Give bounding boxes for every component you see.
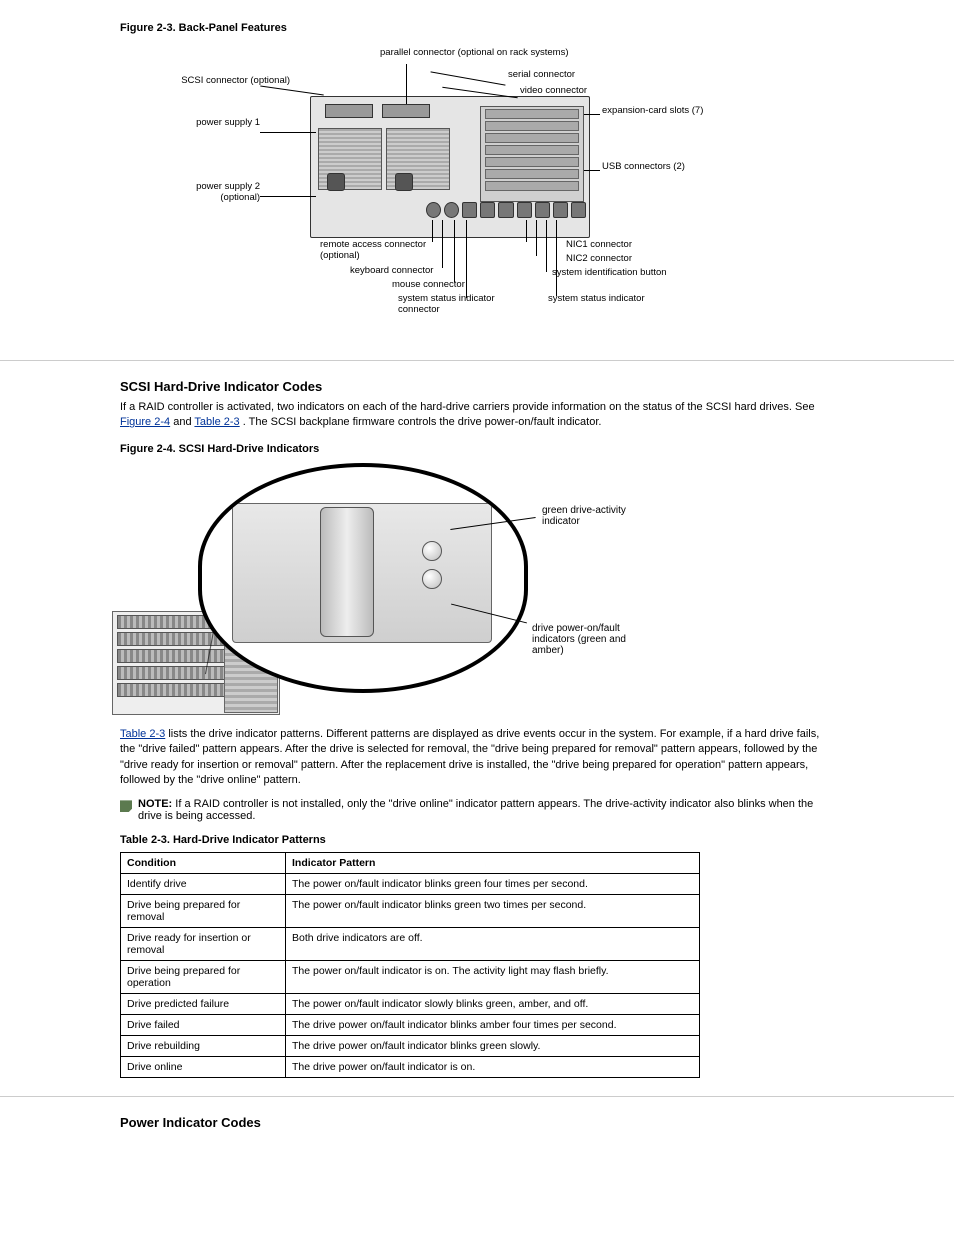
table-title: Table 2-3. Hard-Drive Indicator Patterns xyxy=(120,834,834,846)
label-video: video connector xyxy=(520,86,587,97)
fig1-caption: Figure 2-3. Back-Panel Features xyxy=(120,22,834,34)
label-nic1: NIC1 connector xyxy=(566,240,632,251)
label-ps2: power supply 2 (optional) xyxy=(160,182,260,204)
power-section-title: Power Indicator Codes xyxy=(120,1115,834,1130)
hd-paragraph: If a RAID controller is activated, two i… xyxy=(120,400,834,431)
carrier-handle xyxy=(320,507,374,637)
post-fig-paragraph: Table 2-3 lists the drive indicator patt… xyxy=(120,727,834,789)
post-fig-text: lists the drive indicator patterns. Diff… xyxy=(120,728,819,786)
table-row: Drive onlineThe drive power on/fault ind… xyxy=(121,1057,700,1078)
label-sysconn: system status indicator connector xyxy=(398,294,498,316)
link-table-2-3-a[interactable]: Table 2-3 xyxy=(194,416,239,428)
label-usb: USB connectors (2) xyxy=(602,162,685,173)
th-condition: Condition xyxy=(121,853,286,874)
label-parallel: parallel connector (optional on rack sys… xyxy=(380,48,569,59)
cell-pattern: The power on/fault indicator blinks gree… xyxy=(286,874,700,895)
cell-condition: Drive ready for insertion or removal xyxy=(121,928,286,961)
hd-para-before: If a RAID controller is activated, two i… xyxy=(120,401,815,413)
label-serial: serial connector xyxy=(508,70,575,81)
table-row: Drive failedThe drive power on/fault ind… xyxy=(121,1015,700,1036)
psu-2 xyxy=(386,128,450,190)
cell-condition: Drive failed xyxy=(121,1015,286,1036)
label-idbtn: system identification button xyxy=(552,268,682,279)
label-nic2: NIC2 connector xyxy=(566,254,632,265)
divider-2 xyxy=(0,1096,954,1097)
cell-condition: Drive predicted failure xyxy=(121,994,286,1015)
label-green-led: green drive-activity indicator xyxy=(542,505,642,527)
hd-para-after: . The SCSI backplane firmware controls t… xyxy=(243,416,602,428)
cell-pattern: The power on/fault indicator slowly blin… xyxy=(286,994,700,1015)
zoom-bubble xyxy=(198,463,528,693)
cell-condition: Drive online xyxy=(121,1057,286,1078)
label-remote: remote access connector (optional) xyxy=(320,240,430,262)
divider xyxy=(0,360,954,361)
table-row: Drive being prepared for removalThe powe… xyxy=(121,895,700,928)
cell-pattern: The drive power on/fault indicator is on… xyxy=(286,1057,700,1078)
label-expansion: expansion-card slots (7) xyxy=(602,106,703,117)
hd-section-title: SCSI Hard-Drive Indicator Codes xyxy=(120,379,834,394)
link-figure-2-4[interactable]: Figure 2-4 xyxy=(120,416,170,428)
cell-pattern: The power on/fault indicator blinks gree… xyxy=(286,895,700,928)
table-row: Drive predicted failureThe power on/faul… xyxy=(121,994,700,1015)
led-activity xyxy=(422,541,442,561)
port-row xyxy=(426,202,586,222)
cell-condition: Drive being prepared for removal xyxy=(121,895,286,928)
figure-back-panel: parallel connector (optional on rack sys… xyxy=(130,42,700,342)
note-body: If a RAID controller is not installed, o… xyxy=(138,798,813,822)
label-keyboard: keyboard connector xyxy=(350,266,433,277)
note-block: NOTE: If a RAID controller is not instal… xyxy=(120,798,834,822)
label-mouse: mouse connector xyxy=(392,280,465,291)
drive-indicator-table: Condition Indicator Pattern Identify dri… xyxy=(120,852,700,1078)
table-row: Identify driveThe power on/fault indicat… xyxy=(121,874,700,895)
cell-pattern: The drive power on/fault indicator blink… xyxy=(286,1036,700,1057)
note-label: NOTE: xyxy=(138,798,175,810)
psu-1 xyxy=(318,128,382,190)
table-row: Drive ready for insertion or removalBoth… xyxy=(121,928,700,961)
table-row: Drive rebuildingThe drive power on/fault… xyxy=(121,1036,700,1057)
label-ps1: power supply 1 xyxy=(160,118,260,129)
note-icon xyxy=(120,800,132,812)
scsi-port xyxy=(325,104,373,118)
label-scsi: SCSI connector (optional) xyxy=(170,76,290,87)
link-table-2-3-b[interactable]: Table 2-3 xyxy=(120,728,165,740)
figure-drive-indicators: green drive-activity indicator drive pow… xyxy=(112,463,632,723)
parallel-port xyxy=(382,104,430,118)
th-pattern: Indicator Pattern xyxy=(286,853,700,874)
table-row: Drive being prepared for operationThe po… xyxy=(121,961,700,994)
label-fault-led: drive power-on/fault indicators (green a… xyxy=(532,623,642,656)
fig2-caption: Figure 2-4. SCSI Hard-Drive Indicators xyxy=(120,443,834,455)
led-fault xyxy=(422,569,442,589)
cell-condition: Identify drive xyxy=(121,874,286,895)
expansion-slots xyxy=(480,106,584,202)
cell-condition: Drive rebuilding xyxy=(121,1036,286,1057)
hd-para-mid: and xyxy=(173,416,194,428)
cell-condition: Drive being prepared for operation xyxy=(121,961,286,994)
cell-pattern: Both drive indicators are off. xyxy=(286,928,700,961)
label-stat: system status indicator xyxy=(548,294,645,305)
cell-pattern: The power on/fault indicator is on. The … xyxy=(286,961,700,994)
cell-pattern: The drive power on/fault indicator blink… xyxy=(286,1015,700,1036)
